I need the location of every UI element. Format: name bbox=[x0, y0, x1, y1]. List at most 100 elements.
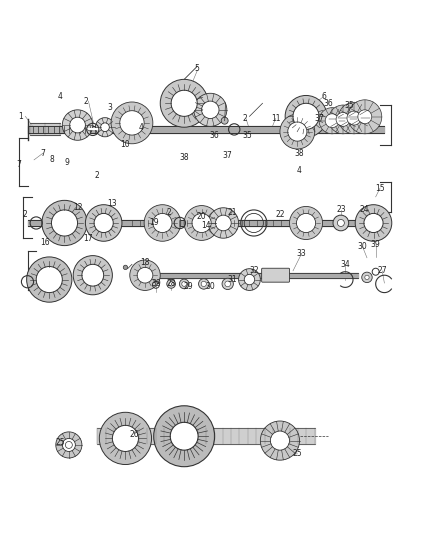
Circle shape bbox=[65, 441, 72, 448]
Text: 2: 2 bbox=[23, 210, 28, 219]
Circle shape bbox=[101, 123, 110, 132]
Text: 38: 38 bbox=[180, 153, 189, 162]
Text: 19: 19 bbox=[149, 219, 159, 228]
Text: 2: 2 bbox=[243, 114, 247, 123]
Text: 6: 6 bbox=[321, 92, 326, 101]
Circle shape bbox=[170, 422, 198, 450]
Circle shape bbox=[288, 122, 307, 141]
Circle shape bbox=[338, 102, 370, 134]
Text: 7: 7 bbox=[16, 160, 21, 169]
Text: 37: 37 bbox=[314, 114, 324, 123]
Circle shape bbox=[94, 213, 113, 232]
Text: 20: 20 bbox=[197, 212, 206, 221]
Circle shape bbox=[337, 220, 344, 227]
Circle shape bbox=[184, 206, 219, 240]
Circle shape bbox=[137, 268, 153, 283]
Circle shape bbox=[325, 114, 339, 128]
Text: 30: 30 bbox=[358, 243, 367, 252]
Circle shape bbox=[365, 275, 369, 279]
Circle shape bbox=[154, 406, 215, 467]
Text: 12: 12 bbox=[73, 203, 82, 212]
Circle shape bbox=[201, 101, 219, 118]
Text: 32: 32 bbox=[249, 266, 258, 276]
Circle shape bbox=[82, 264, 104, 286]
Circle shape bbox=[70, 117, 85, 133]
Circle shape bbox=[347, 111, 361, 125]
Text: 26: 26 bbox=[129, 430, 139, 439]
Text: 36: 36 bbox=[210, 132, 219, 140]
Circle shape bbox=[167, 279, 176, 288]
Circle shape bbox=[99, 413, 152, 465]
Circle shape bbox=[73, 256, 113, 295]
Text: 30: 30 bbox=[205, 281, 215, 290]
Text: 10: 10 bbox=[120, 140, 130, 149]
Text: 4: 4 bbox=[297, 166, 302, 175]
Circle shape bbox=[328, 105, 357, 134]
Circle shape bbox=[348, 100, 382, 134]
Circle shape bbox=[192, 213, 211, 232]
Circle shape bbox=[280, 114, 315, 149]
Circle shape bbox=[297, 213, 316, 232]
Circle shape bbox=[51, 210, 78, 236]
Text: 17: 17 bbox=[84, 233, 93, 243]
Text: 21: 21 bbox=[227, 207, 237, 216]
Circle shape bbox=[95, 118, 115, 137]
Circle shape bbox=[144, 205, 181, 241]
Circle shape bbox=[355, 205, 392, 241]
Circle shape bbox=[285, 95, 327, 137]
Circle shape bbox=[160, 79, 208, 127]
Circle shape bbox=[333, 215, 349, 231]
Circle shape bbox=[113, 425, 138, 451]
Circle shape bbox=[225, 281, 230, 287]
Circle shape bbox=[364, 213, 383, 232]
Text: 2: 2 bbox=[95, 171, 99, 180]
Circle shape bbox=[85, 205, 122, 241]
Circle shape bbox=[120, 111, 144, 135]
Circle shape bbox=[215, 215, 231, 231]
Circle shape bbox=[293, 103, 319, 130]
Text: 8: 8 bbox=[49, 156, 54, 164]
Text: 16: 16 bbox=[40, 238, 50, 247]
Text: 3: 3 bbox=[108, 103, 113, 112]
Text: 14: 14 bbox=[201, 221, 211, 230]
Text: 27: 27 bbox=[378, 266, 387, 276]
Text: 15: 15 bbox=[375, 184, 385, 192]
Text: 39: 39 bbox=[151, 279, 161, 288]
Circle shape bbox=[62, 439, 75, 451]
Text: 35: 35 bbox=[242, 132, 252, 140]
Circle shape bbox=[56, 432, 82, 458]
Circle shape bbox=[123, 265, 127, 270]
FancyBboxPatch shape bbox=[261, 268, 290, 282]
Circle shape bbox=[153, 213, 172, 232]
Circle shape bbox=[182, 281, 187, 286]
Circle shape bbox=[36, 266, 62, 293]
Text: 24: 24 bbox=[360, 205, 370, 214]
Circle shape bbox=[198, 279, 209, 289]
Text: 9: 9 bbox=[64, 158, 69, 166]
Text: 25: 25 bbox=[55, 438, 65, 447]
Text: 23: 23 bbox=[336, 205, 346, 214]
Text: 28: 28 bbox=[166, 279, 176, 288]
Text: 29: 29 bbox=[184, 281, 193, 290]
Text: 11: 11 bbox=[271, 114, 280, 123]
Circle shape bbox=[201, 281, 206, 287]
Circle shape bbox=[171, 90, 197, 116]
Text: 38: 38 bbox=[295, 149, 304, 158]
Circle shape bbox=[222, 278, 233, 289]
Circle shape bbox=[194, 93, 227, 126]
Circle shape bbox=[270, 431, 290, 450]
Circle shape bbox=[336, 112, 350, 126]
Circle shape bbox=[221, 117, 228, 124]
Circle shape bbox=[208, 208, 239, 238]
Text: 18: 18 bbox=[140, 257, 150, 266]
Text: 5: 5 bbox=[195, 64, 200, 73]
Circle shape bbox=[319, 108, 345, 134]
Text: 31: 31 bbox=[227, 275, 237, 284]
Text: 34: 34 bbox=[340, 260, 350, 269]
Text: 13: 13 bbox=[108, 199, 117, 208]
Circle shape bbox=[358, 110, 372, 124]
Circle shape bbox=[42, 200, 87, 246]
Text: 39: 39 bbox=[371, 240, 381, 249]
Text: 33: 33 bbox=[297, 249, 307, 258]
Text: 37: 37 bbox=[223, 151, 233, 160]
